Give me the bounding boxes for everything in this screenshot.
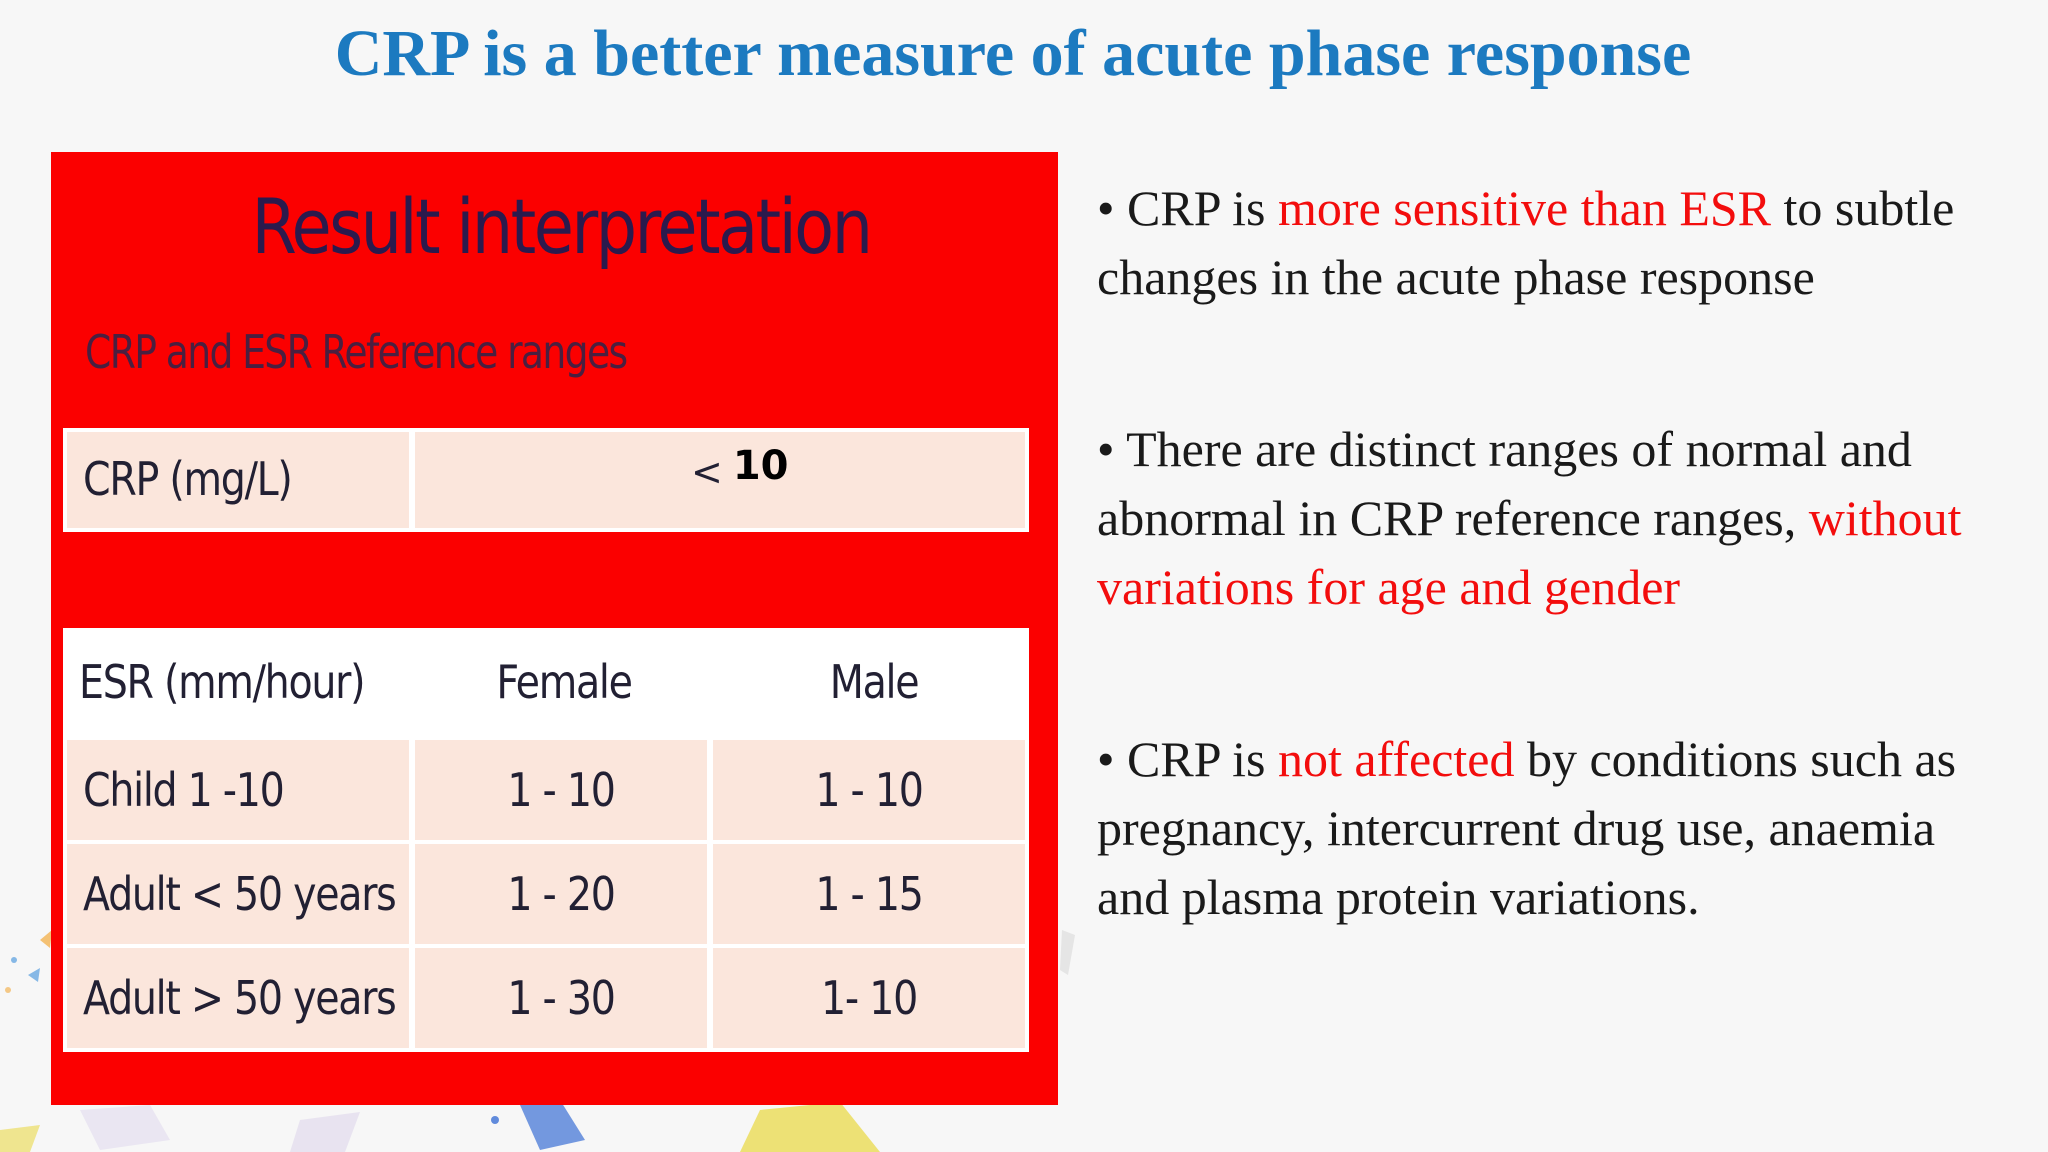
table-row-cell: 1 - 10: [713, 740, 1025, 840]
table-row-cell: Adult > 50 years: [67, 948, 409, 1048]
esr-header-label: ESR (mm/hour): [79, 655, 366, 709]
table-row-cell: 1 - 15: [713, 844, 1025, 944]
crp-label: CRP (mg/L): [83, 452, 293, 506]
bullet-item: • CRP is not affected by conditions such…: [1097, 731, 1957, 925]
crp-reference-table: CRP (mg/L) <10: [63, 428, 1029, 532]
esr-female-value: 1 - 10: [507, 763, 615, 817]
result-interpretation-panel: Result interpretation CRP and ESR Refere…: [51, 152, 1058, 1105]
esr-header-cell: ESR (mm/hour): [63, 628, 409, 736]
bullet-item: • CRP is more sensitive than ESR to subt…: [1097, 180, 1955, 305]
crp-value-prefix: <: [691, 450, 723, 494]
esr-header-cell: Female: [409, 628, 719, 736]
table-row-cell: 1 - 20: [415, 844, 707, 944]
crp-value-cell: <10: [415, 432, 1025, 528]
esr-header-cell: Male: [719, 628, 1029, 736]
esr-reference-table: ESR (mm/hour) Female Male Child 1 -10 1 …: [63, 628, 1029, 1052]
slide-title: CRP is a better measure of acute phase r…: [334, 17, 1692, 90]
esr-row-label: Child 1 -10: [83, 763, 285, 817]
esr-male-value: 1 - 15: [815, 867, 923, 921]
esr-female-value: 1 - 20: [507, 867, 615, 921]
bullet-text: There are distinct ranges of normal and …: [1097, 421, 1912, 546]
table-row-cell: Child 1 -10: [67, 740, 409, 840]
bullet-item: • There are distinct ranges of normal an…: [1097, 421, 1962, 615]
bullet-text: CRP is: [1127, 180, 1279, 236]
table-row-cell: 1 - 10: [415, 740, 707, 840]
bullet-highlight: more sensitive than ESR: [1278, 180, 1772, 236]
table-row-cell: 1- 10: [713, 948, 1025, 1048]
esr-header-male: Male: [829, 655, 920, 709]
bullet-highlight: without variations for age and gender: [1097, 490, 1962, 615]
bullet-text: to subtle changes in the acute phase res…: [1097, 180, 1955, 305]
table-row-cell: 1 - 30: [415, 948, 707, 1048]
panel-subheading: CRP and ESR Reference ranges: [85, 325, 628, 379]
bullet-highlight: not affected: [1278, 731, 1515, 787]
esr-header-row: ESR (mm/hour) Female Male: [63, 628, 1029, 736]
esr-female-value: 1 - 30: [507, 971, 615, 1025]
panel-heading: Result interpretation: [251, 182, 873, 271]
crp-label-cell: CRP (mg/L): [67, 432, 409, 528]
table-row-cell: Adult < 50 years: [67, 844, 409, 944]
bullet-list: • CRP is more sensitive than ESR to subt…: [1097, 174, 2017, 1035]
crp-value-number: 10: [732, 443, 789, 489]
esr-row-label: Adult > 50 years: [83, 971, 397, 1025]
esr-header-female: Female: [496, 655, 633, 709]
esr-row-label: Adult < 50 years: [83, 867, 397, 921]
esr-male-value: 1- 10: [821, 971, 918, 1025]
bullet-text: by conditions such as pregnancy, intercu…: [1097, 731, 1957, 925]
crp-value: <10: [691, 443, 789, 494]
bullet-text: CRP is: [1127, 731, 1279, 787]
esr-male-value: 1 - 10: [815, 763, 923, 817]
